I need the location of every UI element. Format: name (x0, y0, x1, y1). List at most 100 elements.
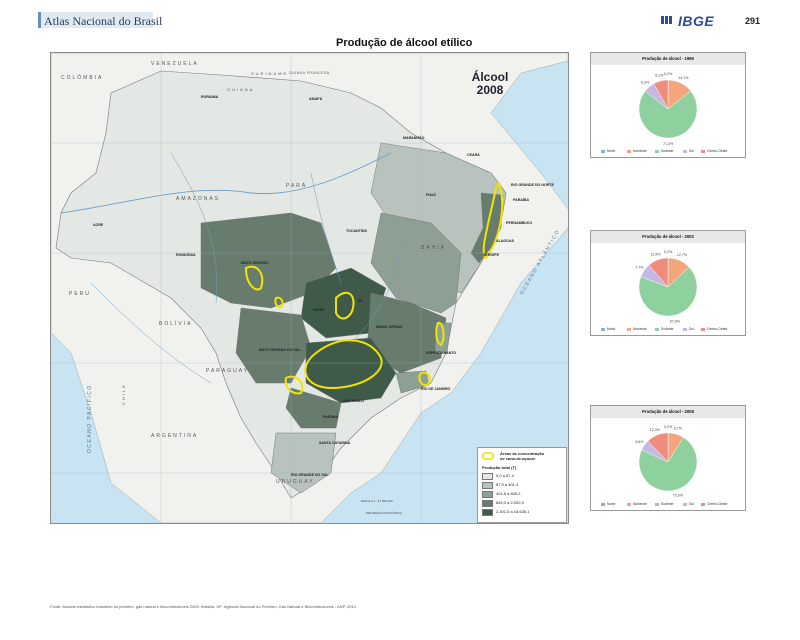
pie-chart-2008: 0,2% 8,7% 73,0% 5,8% 12,3% (635, 425, 698, 498)
pie-data-label: 6,3% (641, 81, 650, 85)
pie-legend-item: Sul (683, 149, 694, 153)
pie-legend-label: Sul (689, 327, 694, 331)
label-santa-catarina: SANTA CATARINA (319, 441, 351, 445)
legend-swatch (482, 491, 493, 498)
cane-area-mt-2 (274, 296, 284, 309)
label-suriname: SURINAME (251, 71, 289, 76)
pie-legend: Norte Nordeste Sudeste Sul Centro-Oeste (591, 149, 745, 155)
cane-area-pr (284, 375, 304, 395)
label-df: DF (358, 299, 363, 303)
pie-legend-item: Sul (683, 327, 694, 331)
pie-legend-item: Centro-Oeste (701, 149, 727, 153)
pie-data-label: 8,7% (674, 427, 683, 431)
pie-slice-centro-oeste (647, 432, 669, 463)
label-acre: ACRE (93, 223, 104, 227)
pie-legend-label: Centro-Oeste (707, 327, 728, 331)
label-goias: GOIÁS (313, 308, 325, 312)
pie-data-label: 0,2% (664, 72, 673, 76)
pie-chart-1999: 0,2% 14,1% 71,3% 6,3% 8,1% (638, 72, 698, 146)
pie-legend-label: Centro-Oeste (707, 502, 728, 506)
label-espirito-santo: ESPÍRITO SANTO (426, 351, 457, 355)
pie-legend-label: Centro-Oeste (707, 149, 728, 153)
pie-data-label: 12,7% (677, 253, 688, 257)
label-amazonas: AMAZONAS (176, 196, 221, 202)
ibge-logo: IBGE (678, 13, 715, 29)
label-parana: PARANÁ (323, 415, 339, 419)
map-inset-title: Álcool 2008 (465, 71, 515, 97)
pie-legend-item: Sudeste (655, 502, 673, 506)
pie-legend-item: Norte (601, 327, 615, 331)
label-venezuela: VENEZUELA (151, 61, 199, 67)
legend-class-range: 845,3 a 2.200,9 (496, 500, 524, 505)
sao-paulo (305, 337, 397, 404)
label-roraima: RORAIMA (201, 95, 219, 99)
atlas-title: Atlas Nacional do Brasil (44, 14, 163, 28)
parana (285, 387, 342, 429)
label-mato-grosso-do-sul: MATO GROSSO DO SUL (259, 348, 301, 352)
scale-text: ESCALA 1 : 17 500 000 (361, 499, 393, 503)
pie-legend-item: Centro-Oeste (701, 327, 727, 331)
legend-swatch (482, 473, 493, 480)
cane-legend-label: Áreas de concentração de cana-de-açúcar (500, 451, 544, 461)
label-piaui: PIAUÍ (426, 193, 436, 197)
pie-data-label: 0,2% (664, 250, 673, 254)
legend-class-range: 0,0 a 87,4 (496, 473, 514, 478)
pie-legend-label: Nordeste (633, 149, 647, 153)
pie-slice-sudeste (638, 90, 698, 139)
pie-title: Produção de álcool - 1999 (591, 53, 745, 65)
pie-data-label: 73,0% (673, 494, 684, 498)
production-legend-title: Produção total (T) (482, 465, 517, 470)
label-rio-de-janeiro: RIO DE JANEIRO (421, 387, 451, 391)
pie-legend-label: Nordeste (633, 327, 647, 331)
pie-legend-label: Sudeste (661, 502, 674, 506)
label-alagoas: ALAGOAS (496, 239, 514, 243)
cane-area-rj (418, 371, 431, 387)
page-title: Produção de álcool etílico (336, 37, 473, 49)
legend-swatch (482, 482, 493, 489)
pie-legend-item: Nordeste (627, 502, 647, 506)
cane-area-goias (335, 291, 355, 320)
pie-legend: Norte Nordeste Sudeste Sul Centro-Oeste (591, 502, 745, 508)
cane-area-mt (244, 265, 264, 291)
map-legend: Áreas de concentração de cana-de-açúcar … (477, 447, 567, 523)
pie-data-label: 67,9% (670, 320, 681, 324)
pie-legend-item: Sul (683, 502, 694, 506)
pie-legend-label: Sul (689, 149, 694, 153)
label-rio-grande-do-sul: RIO GRANDE DO SUL (291, 473, 329, 477)
pie-slice-centro-oeste (653, 79, 669, 110)
pie-title: Produção de álcool - 2008 (591, 406, 745, 418)
label-paraiba: PARAÍBA (513, 198, 530, 202)
label-maranhao: MARANHÃO (403, 136, 425, 140)
pie-panel-2008: Produção de álcool - 2008 0,2% 8,7% 73,0% 5… (590, 405, 746, 511)
legend-swatch (482, 509, 493, 516)
label-pernambuco: PERNAMBUCO (506, 221, 533, 225)
bahia (370, 212, 462, 314)
pie-legend-label: Norte (607, 149, 616, 153)
ibge-logo-icon (661, 16, 672, 24)
label-guiana: GUIANA (227, 87, 255, 92)
pie-legend-label: Norte (607, 502, 616, 506)
label-sao-paulo: SÃO PAULO (343, 399, 365, 403)
river-3 (310, 172, 342, 284)
source-footer: Fonte: Anuário estatístico brasileiro do… (50, 604, 357, 609)
pie-slice-centro-oeste (648, 257, 669, 288)
pie-legend-item: Norte (601, 502, 615, 506)
pie-panel-2002: Produção de álcool - 2002 0,2% 12,7% 67,9%… (590, 230, 746, 336)
projection-text: PROJEÇÃO POLICÔNICA (366, 511, 402, 515)
pie-legend-label: Nordeste (633, 502, 647, 506)
pie-legend-label: Sul (689, 502, 694, 506)
atlas-title-band (38, 12, 153, 28)
label-colombia: COLÔMBIA (61, 75, 104, 81)
label-ocean-pacific: OCEANO PACÍFICO (87, 384, 93, 453)
pie-data-label: 71,3% (663, 142, 674, 146)
rio-de-janeiro (395, 370, 430, 394)
brazil-map: VENEZUELA COLÔMBIA SURINAME GUIANA GUIAN… (50, 52, 569, 524)
legend-swatch (482, 500, 493, 507)
cane-legend-label-line1: Áreas de concentração (500, 451, 545, 456)
pie-legend-item: Sudeste (655, 149, 673, 153)
label-mato-grosso: MATO GROSSO (241, 261, 269, 265)
label-peru: PERU (69, 291, 91, 297)
legend-class-range: 401,5 a 845,2 (496, 491, 521, 496)
pie-data-label: 5,8% (635, 440, 644, 444)
label-bahia: BAHIA (421, 245, 447, 251)
